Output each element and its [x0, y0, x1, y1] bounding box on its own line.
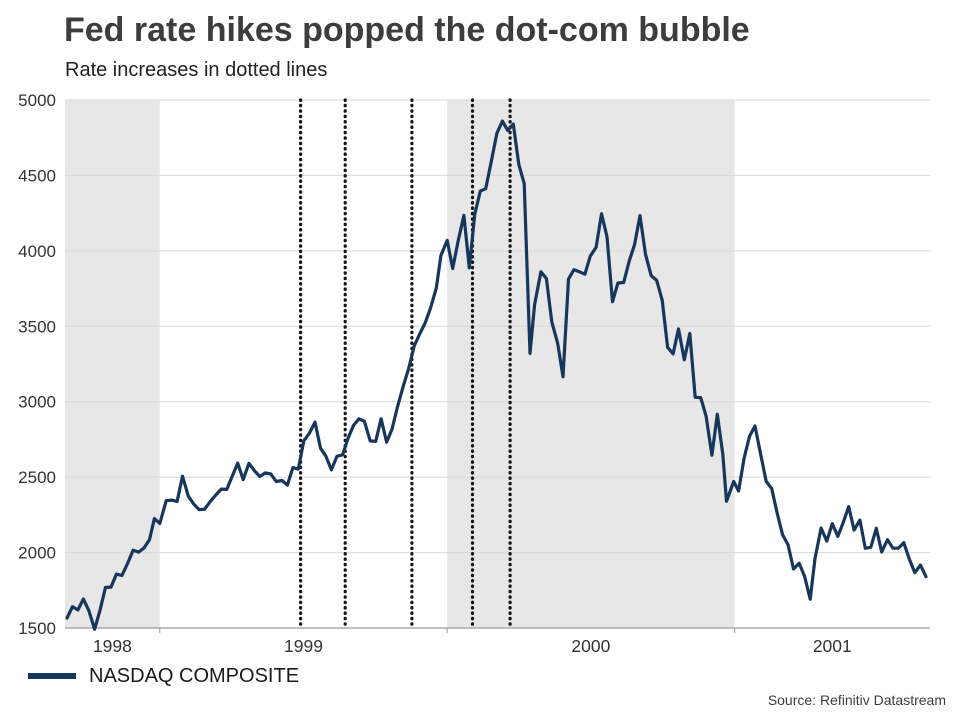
y-tick-label: 2500 [18, 468, 56, 487]
y-tick-label: 5000 [18, 91, 56, 110]
y-tick-label: 1500 [18, 619, 56, 638]
year-band-1998 [65, 100, 160, 628]
x-tick-label: 1998 [93, 636, 132, 656]
y-tick-label: 3500 [18, 317, 56, 336]
y-tick-label: 4000 [18, 242, 56, 261]
legend-line-swatch [28, 673, 76, 679]
x-tick-label: 1999 [284, 636, 323, 656]
x-tick-label: 2001 [813, 636, 852, 656]
y-tick-label: 3000 [18, 393, 56, 412]
year-band-2000 [447, 100, 735, 628]
y-tick-label: 4500 [18, 166, 56, 185]
y-tick-label: 2000 [18, 544, 56, 563]
series-line-nasdaq-composite [65, 119, 928, 631]
legend: NASDAQ COMPOSITE [28, 663, 299, 689]
source-attribution: Source: Refinitiv Datastream [767, 692, 946, 708]
legend-label: NASDAQ COMPOSITE [89, 664, 300, 687]
chart-title: Fed rate hikes popped the dot-com bubble [64, 11, 750, 49]
chart-subtitle: Rate increases in dotted lines [65, 59, 328, 81]
x-tick-label: 2000 [571, 636, 610, 656]
